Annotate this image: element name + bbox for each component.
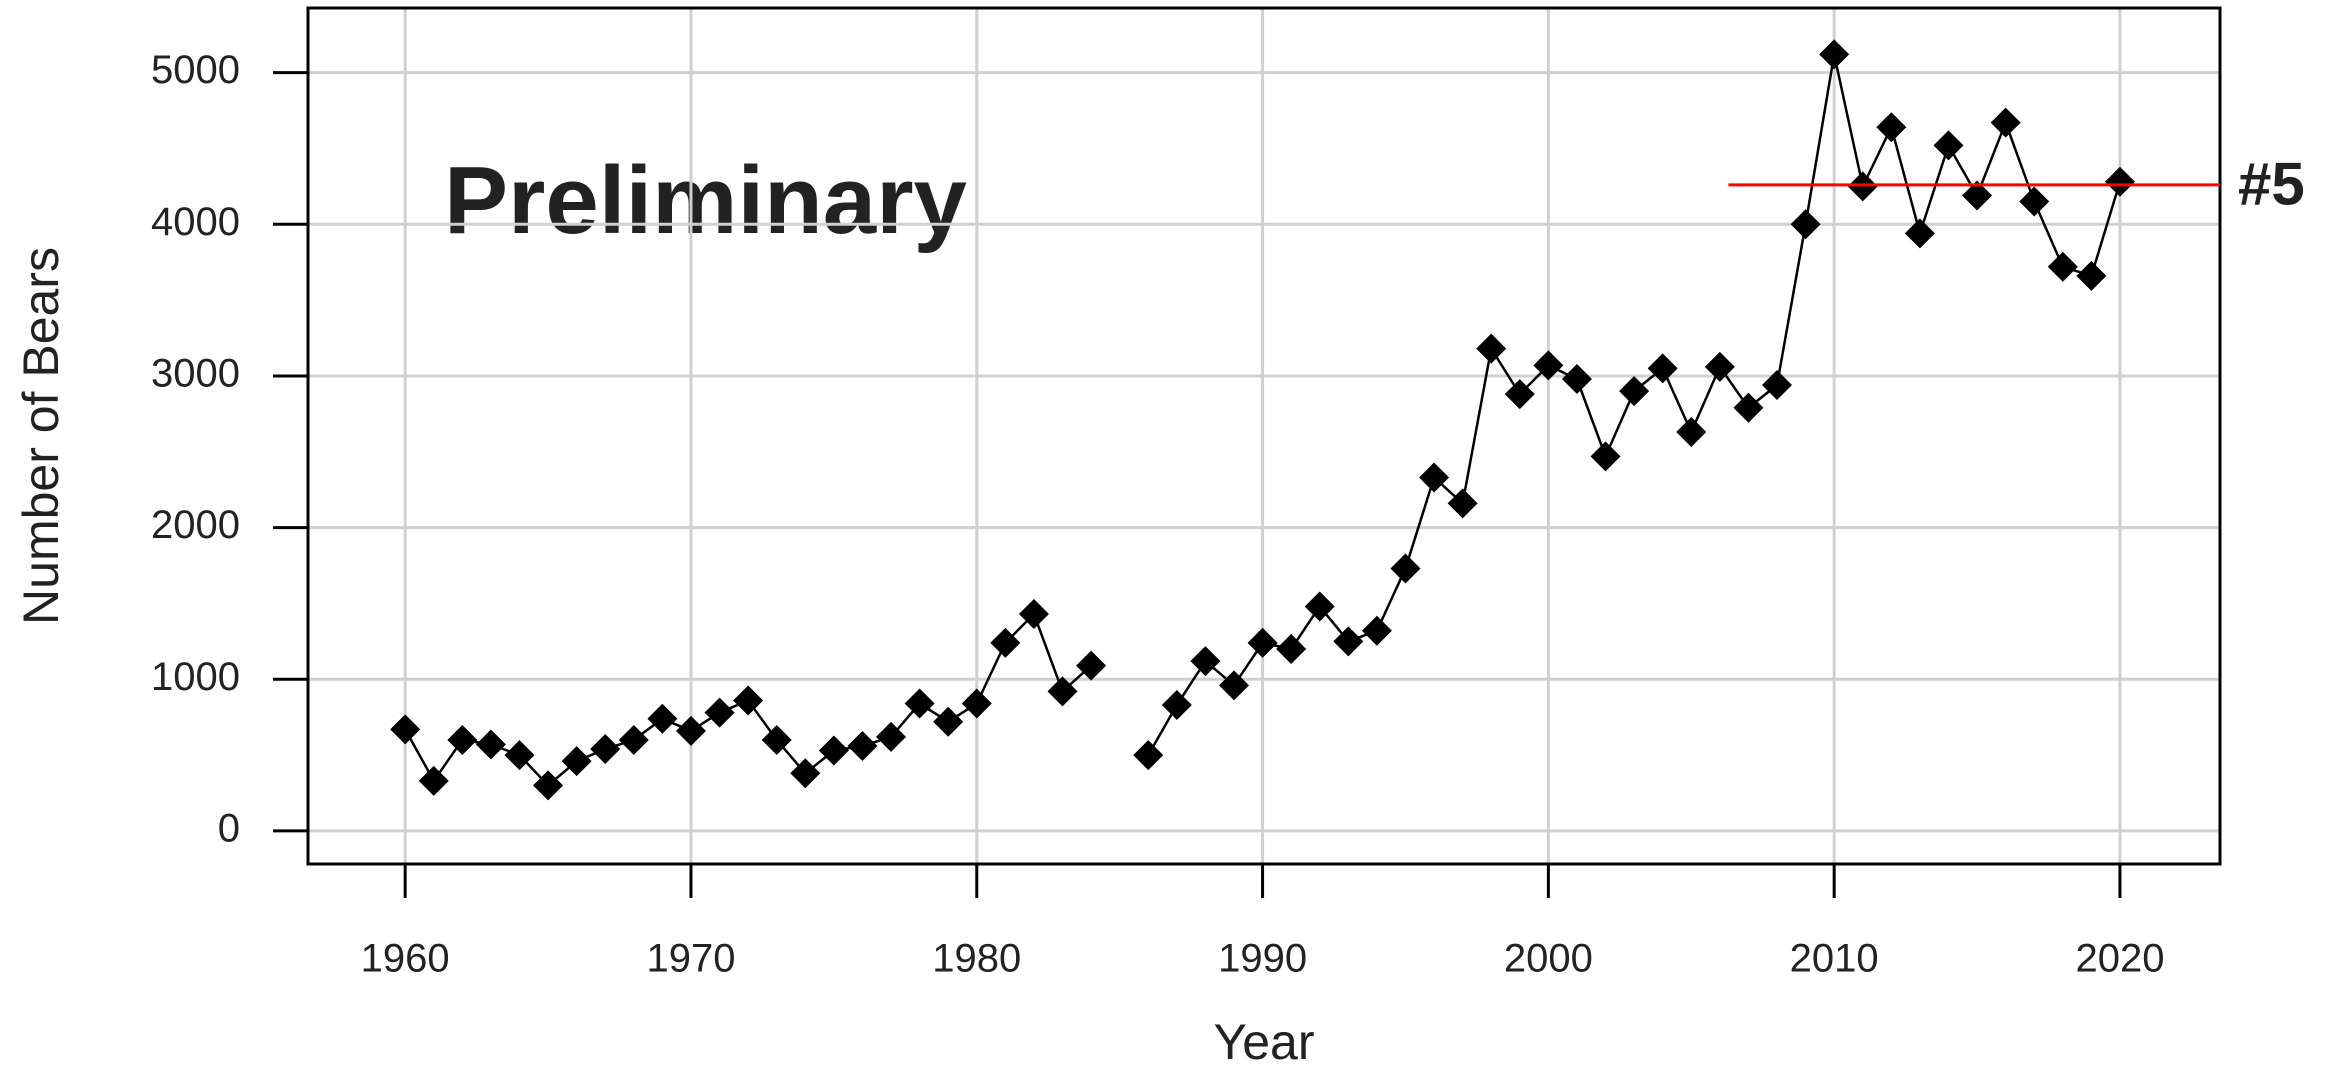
data-point bbox=[1076, 650, 1107, 681]
data-point bbox=[1276, 633, 1307, 664]
data-point bbox=[647, 703, 678, 734]
data-point bbox=[1619, 376, 1650, 407]
data-point bbox=[504, 740, 535, 771]
y-tick-label: 1000 bbox=[151, 655, 240, 699]
y-tick-label: 4000 bbox=[151, 200, 240, 244]
data-point bbox=[876, 721, 907, 752]
data-point bbox=[761, 724, 792, 755]
data-point bbox=[1504, 379, 1535, 410]
data-point bbox=[1676, 417, 1707, 448]
y-tick-label: 0 bbox=[218, 806, 240, 850]
data-point bbox=[1990, 107, 2021, 138]
data-point bbox=[847, 731, 878, 762]
plot-frame bbox=[306, 6, 2222, 866]
data-point bbox=[2047, 251, 2078, 282]
x-tick-label: 2000 bbox=[1504, 937, 1593, 981]
data-point bbox=[1533, 350, 1564, 381]
data-point bbox=[1190, 646, 1221, 677]
data-point bbox=[1447, 488, 1478, 519]
data-point bbox=[1962, 180, 1993, 211]
data-point bbox=[590, 734, 621, 765]
data-point bbox=[675, 715, 706, 746]
data-point bbox=[1847, 171, 1878, 202]
data-point bbox=[1390, 553, 1421, 584]
annotation: Preliminary bbox=[444, 147, 967, 254]
data-point bbox=[1876, 112, 1907, 143]
data-point bbox=[2019, 186, 2050, 217]
y-tick-label: 2000 bbox=[151, 503, 240, 547]
data-point bbox=[447, 724, 478, 755]
data-point bbox=[1333, 626, 1364, 657]
data-point bbox=[1419, 462, 1450, 493]
data-point bbox=[1819, 39, 1850, 70]
data-point bbox=[733, 685, 764, 716]
data-point bbox=[818, 735, 849, 766]
data-point bbox=[1590, 441, 1621, 472]
y-tick-label: 3000 bbox=[151, 352, 240, 396]
x-tick-label: 1980 bbox=[932, 937, 1021, 981]
x-tick-label: 1960 bbox=[361, 937, 450, 981]
x-tick-label: 1990 bbox=[1218, 937, 1307, 981]
data-point bbox=[1476, 333, 1507, 364]
x-tick-label: 2020 bbox=[2075, 937, 2164, 981]
reference-label: #5 bbox=[2238, 151, 2305, 218]
data-point bbox=[2076, 260, 2107, 291]
data-point bbox=[990, 627, 1021, 658]
data-point bbox=[1704, 351, 1735, 382]
y-tick-label: 5000 bbox=[151, 48, 240, 92]
data-point bbox=[1762, 370, 1793, 401]
data-point bbox=[1133, 740, 1164, 771]
y-axis-title: Number of Bears bbox=[13, 247, 69, 625]
data-point bbox=[533, 770, 564, 801]
data-point bbox=[475, 729, 506, 760]
data-point bbox=[390, 714, 421, 745]
data-point bbox=[790, 758, 821, 789]
x-tick-label: 2010 bbox=[1790, 937, 1879, 981]
data-point bbox=[1304, 591, 1335, 622]
data-point bbox=[1561, 363, 1592, 394]
data-point bbox=[1790, 209, 1821, 240]
data-point bbox=[618, 724, 649, 755]
x-tick-label: 1970 bbox=[646, 937, 735, 981]
data-point bbox=[418, 765, 449, 796]
x-axis-title: Year bbox=[1213, 1014, 1314, 1070]
data-point bbox=[1647, 353, 1678, 384]
data-point bbox=[1218, 670, 1249, 701]
data-point bbox=[1161, 690, 1192, 721]
data-point bbox=[704, 697, 735, 728]
data-point bbox=[1361, 615, 1392, 646]
data-point bbox=[1047, 676, 1078, 707]
data-point bbox=[1733, 392, 1764, 423]
data-point bbox=[2104, 166, 2135, 197]
data-point bbox=[904, 688, 935, 719]
data-point bbox=[1247, 627, 1278, 658]
data-point bbox=[1933, 130, 1964, 161]
data-point bbox=[1018, 599, 1049, 630]
data-point bbox=[561, 746, 592, 777]
data-point bbox=[1904, 218, 1935, 249]
data-point bbox=[933, 706, 964, 737]
data-point bbox=[961, 688, 992, 719]
